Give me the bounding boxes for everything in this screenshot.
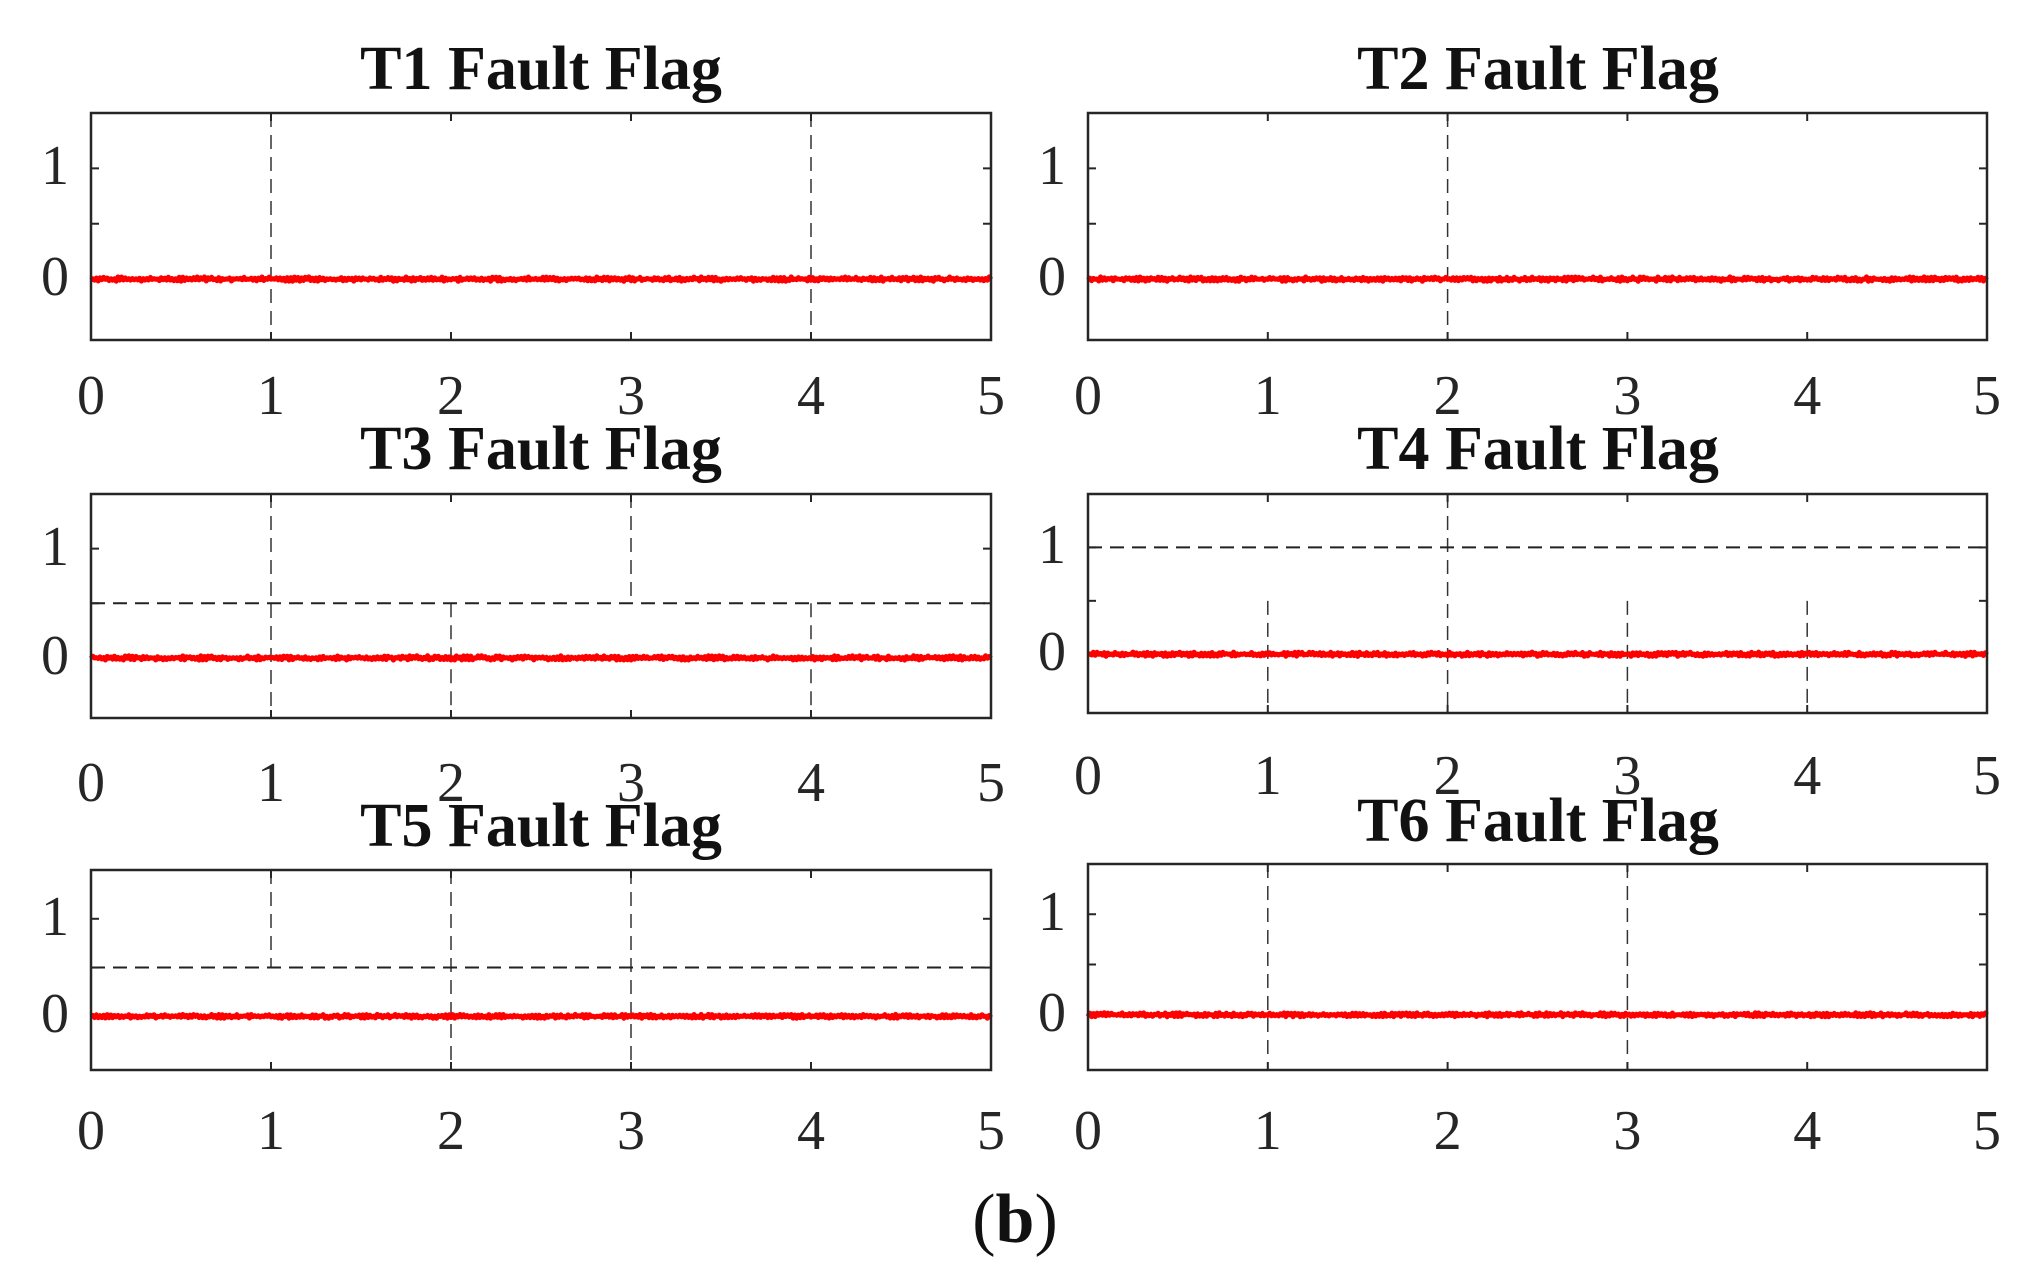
x-tick-label: 0 xyxy=(77,752,105,814)
x-tick-label: 2 xyxy=(437,752,465,814)
x-tick-label: 3 xyxy=(617,365,645,427)
x-tick-label: 5 xyxy=(1973,745,2001,807)
x-tick-label: 3 xyxy=(1613,1100,1642,1162)
fault-flag-signal xyxy=(1085,1010,1989,1020)
y-tick-label: 0 xyxy=(41,246,69,309)
x-tick-label: 4 xyxy=(1793,365,1822,427)
y-tick-label: 0 xyxy=(1038,621,1066,684)
x-tick-label: 0 xyxy=(1074,365,1102,427)
panel-title: T5 Fault Flag xyxy=(360,792,722,860)
fault-flag-signal xyxy=(89,1011,993,1021)
x-tick-label: 5 xyxy=(1973,1100,2001,1162)
y-tick-label: 0 xyxy=(1038,246,1066,309)
axes-frame xyxy=(89,868,993,1072)
x-tick-label: 4 xyxy=(797,1100,825,1162)
y-tick-label: 1 xyxy=(41,135,69,198)
x-tick-label: 4 xyxy=(1793,1100,1822,1162)
x-tick-label: 3 xyxy=(1613,365,1642,427)
x-tick-label: 0 xyxy=(1074,1100,1102,1162)
x-tick-label: 1 xyxy=(1253,745,1282,807)
x-tick-label: 5 xyxy=(1973,365,2001,427)
fault-flag-signal xyxy=(1086,274,1989,284)
y-tick-label: 1 xyxy=(1038,135,1066,198)
y-tick-label: 0 xyxy=(41,983,69,1046)
x-tick-label: 1 xyxy=(257,752,285,814)
panel-title: T3 Fault Flag xyxy=(360,415,722,483)
fault-flag-signal xyxy=(89,653,993,663)
x-tick-label: 2 xyxy=(1433,745,1462,807)
x-tick-label: 4 xyxy=(797,752,825,814)
x-tick-label: 0 xyxy=(77,1100,105,1162)
fault-flag-signal xyxy=(89,274,994,284)
x-tick-label: 2 xyxy=(437,1100,465,1162)
x-tick-label: 2 xyxy=(437,365,465,427)
x-tick-label: 0 xyxy=(77,365,105,427)
x-tick-label: 4 xyxy=(1793,745,1822,807)
y-tick-label: 1 xyxy=(41,515,69,578)
plot-area xyxy=(1086,492,1989,715)
plot-area xyxy=(89,492,993,720)
x-tick-label: 1 xyxy=(257,1100,285,1162)
axes-frame xyxy=(1086,492,1989,715)
y-tick-label: 1 xyxy=(1038,881,1066,944)
x-tick-label: 0 xyxy=(1074,745,1102,807)
x-tick-label: 1 xyxy=(1253,1100,1282,1162)
x-tick-label: 2 xyxy=(1433,1100,1462,1162)
x-tick-label: 3 xyxy=(617,1100,645,1162)
x-tick-label: 2 xyxy=(1433,365,1462,427)
y-tick-label: 1 xyxy=(41,885,69,948)
x-tick-label: 5 xyxy=(977,752,1005,814)
panel-title: T1 Fault Flag xyxy=(360,35,722,103)
x-tick-label: 4 xyxy=(797,365,825,427)
x-tick-label: 1 xyxy=(1253,365,1282,427)
panel-title: T4 Fault Flag xyxy=(1357,415,1719,483)
x-tick-label: 5 xyxy=(977,365,1005,427)
x-tick-label: 3 xyxy=(1613,745,1642,807)
panel-title: T2 Fault Flag xyxy=(1357,35,1719,103)
x-tick-label: 1 xyxy=(257,365,285,427)
x-tick-label: 3 xyxy=(617,752,645,814)
plot-area xyxy=(1085,862,1989,1072)
plot-area xyxy=(89,111,994,342)
axes-frame xyxy=(1086,862,1989,1072)
y-tick-label: 1 xyxy=(1038,514,1066,577)
axes-frame xyxy=(1086,111,1989,342)
figure-caption: (b) xyxy=(972,1181,1058,1258)
y-tick-label: 0 xyxy=(1038,981,1066,1044)
plot-area xyxy=(89,868,993,1072)
x-tick-label: 5 xyxy=(977,1100,1005,1162)
axes-frame xyxy=(89,111,993,342)
y-tick-label: 0 xyxy=(41,624,69,687)
fault-flag-signal xyxy=(1087,649,1989,659)
plot-area xyxy=(1086,111,1989,342)
panel-title: T6 Fault Flag xyxy=(1357,787,1719,855)
axes-frame xyxy=(89,492,993,720)
